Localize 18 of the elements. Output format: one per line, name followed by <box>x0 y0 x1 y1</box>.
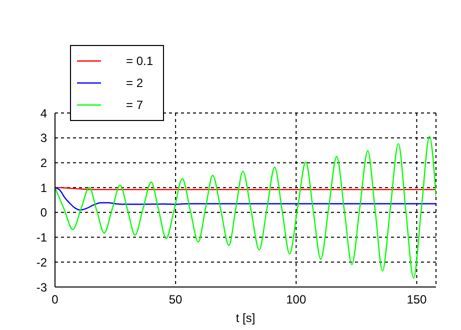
y-tick-label: -3 <box>36 280 48 294</box>
y-tick-label: 1 <box>40 180 48 195</box>
x-tick-label: 0 <box>52 292 59 307</box>
legend-label: = 0.1 <box>126 54 154 68</box>
x-tick-label: 50 <box>168 292 183 307</box>
legend-label: = 2 <box>126 76 144 90</box>
y-tick-label: 2 <box>40 156 48 170</box>
y-tick-label: -2 <box>36 255 48 270</box>
x-tick-label: 150 <box>406 292 428 307</box>
line-series <box>55 136 436 279</box>
y-tick-label: 0 <box>40 206 48 220</box>
y-tick-label: -1 <box>36 230 48 245</box>
y-tick-label: 4 <box>40 106 48 120</box>
y-tick-label: 3 <box>40 131 48 146</box>
legend-label: = 7 <box>126 98 144 112</box>
x-axis-title: t [s] <box>236 311 256 325</box>
line-series <box>55 186 436 211</box>
x-tick-label: 100 <box>286 292 306 307</box>
